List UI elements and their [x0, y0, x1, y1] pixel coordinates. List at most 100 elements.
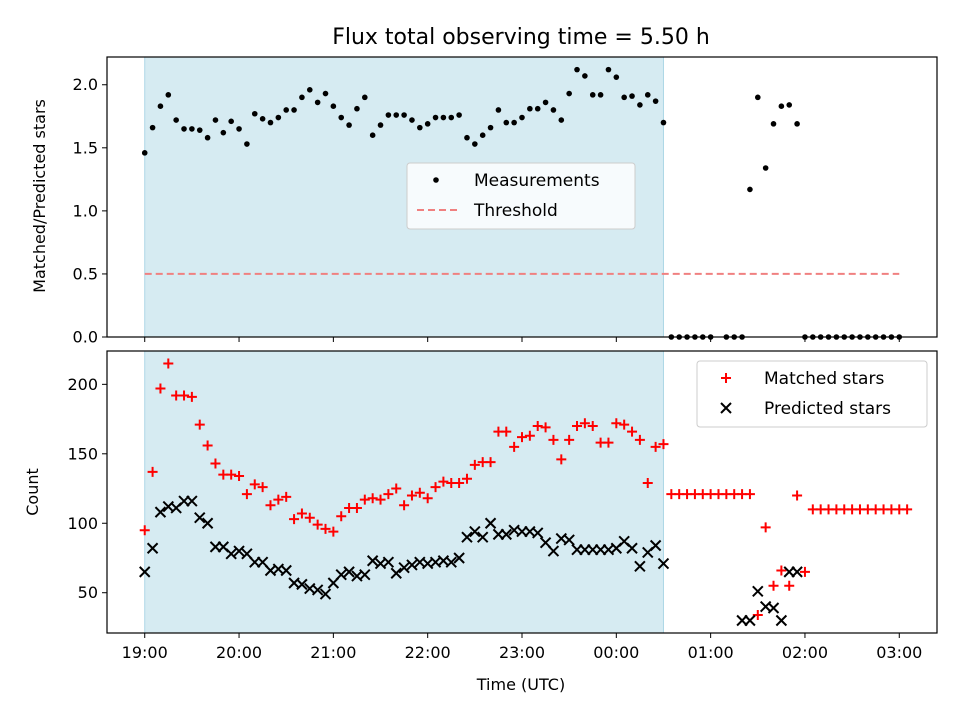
chart-title: Flux total observing time = 5.50 h [332, 25, 710, 50]
data-point [233, 545, 245, 557]
data-point [267, 119, 274, 126]
data-point [509, 441, 520, 452]
data-point [794, 121, 800, 127]
data-point [579, 418, 590, 429]
observing-span-shade [144, 350, 664, 634]
data-point [210, 458, 221, 469]
data-point [597, 92, 604, 98]
data-point [225, 548, 237, 560]
data-point [611, 418, 622, 429]
legend-box [696, 360, 928, 428]
data-point [469, 459, 480, 470]
data-point [204, 134, 211, 141]
data-point [273, 494, 284, 505]
data-point [194, 419, 205, 430]
x-tick-label: 21:00 [310, 643, 356, 662]
data-point [220, 129, 227, 136]
data-point [351, 502, 362, 513]
data-point [621, 94, 627, 101]
data-point [398, 562, 410, 574]
data-point [762, 165, 769, 171]
data-point [280, 564, 292, 577]
x-tick-label: 22:00 [405, 643, 451, 662]
data-point [752, 609, 763, 620]
top-y-axis-label: Matched/Predicted stars [30, 99, 49, 293]
legend-x-marker [720, 402, 732, 414]
data-point [558, 117, 565, 123]
data-point [495, 107, 502, 113]
data-point [362, 94, 368, 101]
data-point [314, 99, 321, 106]
data-point [186, 391, 197, 402]
axes-frame [106, 56, 938, 338]
data-point [902, 504, 913, 515]
legend-label: Measurements [474, 171, 600, 191]
data-point [485, 457, 496, 468]
data-point [320, 523, 331, 534]
data-point [354, 105, 360, 112]
data-point [186, 495, 198, 507]
data-point [306, 86, 313, 93]
data-point [194, 511, 206, 524]
data-point [572, 421, 583, 432]
data-point [768, 580, 779, 591]
data-point [338, 114, 345, 121]
data-point [390, 567, 402, 579]
data-point [383, 489, 394, 500]
x-tick-label: 23:00 [499, 643, 545, 662]
x-tick-label: 02:00 [782, 643, 828, 662]
data-point [658, 439, 669, 450]
data-point [359, 568, 371, 581]
data-point [241, 489, 252, 500]
data-point [619, 419, 630, 430]
y-tick-label: 0.5 [73, 264, 98, 283]
data-point [249, 479, 260, 490]
data-point [527, 105, 533, 112]
x-tick-label: 03:00 [876, 643, 922, 662]
series-matched-stars [139, 358, 913, 620]
data-point [196, 127, 203, 133]
data-point [391, 483, 402, 494]
data-point [154, 506, 167, 518]
data-point [244, 141, 250, 147]
data-point [472, 141, 478, 147]
data-point [778, 103, 785, 109]
data-point [627, 426, 638, 437]
data-point [409, 117, 415, 123]
data-point [228, 118, 234, 125]
data-point [422, 493, 433, 504]
y-tick-label: 1.5 [73, 138, 98, 157]
data-point [776, 565, 787, 576]
data-point [265, 500, 276, 511]
data-point [157, 103, 164, 109]
data-point [453, 552, 465, 564]
data-point [563, 534, 575, 546]
y-tick-label: 1.0 [73, 201, 98, 220]
data-point [312, 519, 323, 530]
data-point [792, 490, 803, 501]
data-point [212, 117, 219, 123]
data-point [487, 124, 494, 131]
data-point [328, 526, 339, 537]
data-point [299, 94, 305, 101]
data-point [377, 122, 384, 128]
data-point [296, 578, 308, 591]
data-point [637, 102, 643, 108]
data-point [296, 508, 307, 519]
data-point [532, 527, 544, 539]
data-point [346, 122, 352, 128]
data-point [257, 482, 268, 493]
legend-plus-marker [721, 373, 731, 383]
y-tick-label: 50 [78, 583, 98, 602]
legend-label: Predicted stars [764, 399, 891, 419]
data-point [417, 124, 423, 131]
data-point [542, 99, 549, 106]
data-point [657, 557, 670, 570]
data-point [259, 116, 266, 122]
y-tick-label: 2.0 [73, 75, 98, 94]
data-point [484, 517, 497, 529]
data-point [649, 539, 662, 552]
data-point [149, 124, 156, 131]
data-point [406, 490, 417, 501]
